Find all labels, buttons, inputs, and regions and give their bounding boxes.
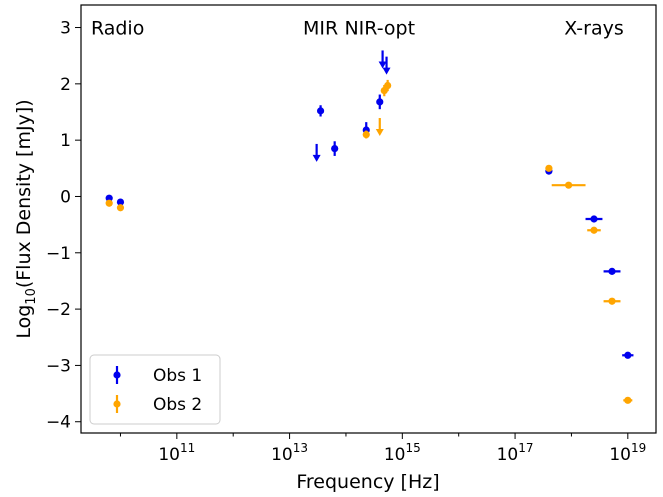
upper-limit-arrow (375, 118, 384, 137)
data-point (380, 84, 388, 97)
plot-marks (105, 50, 634, 404)
y-tick-label: 2 (60, 75, 71, 95)
region-annotations: Radio MIR NIR-opt X-rays (91, 18, 624, 40)
data-point (384, 79, 392, 92)
x-tick-label: 1017 (497, 441, 534, 465)
point-marker (376, 98, 384, 106)
point-marker (590, 226, 598, 234)
point-marker (545, 164, 553, 172)
point-marker (116, 198, 125, 206)
data-point (545, 164, 553, 172)
region-label: X-rays (564, 18, 624, 40)
point-marker (608, 297, 616, 305)
x-tick-label-exponent: 15 (406, 441, 421, 455)
data-point (623, 396, 633, 404)
point-marker (331, 145, 339, 153)
y-axis-label-sub: 10 (24, 288, 39, 305)
y-tick-label: 1 (60, 131, 71, 151)
point-marker (316, 107, 325, 115)
x-tick-label-exponent: 17 (518, 441, 533, 455)
data-point (603, 267, 621, 275)
x-axis-ticks: 1011 1013 1015 1017 1019 (119, 433, 646, 465)
upper-limit-arrow (378, 50, 387, 69)
data-point (622, 351, 634, 359)
y-axis-ticks: 3 2 1 0 −1 −2 −3 −4 (46, 19, 81, 433)
x-tick-label: 1015 (384, 441, 421, 465)
x-tick-label: 1019 (609, 441, 646, 465)
region-label: Radio (91, 18, 144, 40)
upper-limit-arrow (382, 56, 391, 75)
y-axis-label: Log10(Flux Density [mJy]) (13, 99, 39, 338)
legend-box (89, 354, 221, 425)
y-tick-label: −3 (46, 356, 71, 376)
upper-limit-head (382, 67, 391, 75)
x-tick-label-base: 10 (497, 445, 519, 465)
point-marker (624, 351, 632, 359)
data-point (362, 130, 370, 139)
point-marker (380, 87, 388, 95)
data-point (587, 226, 601, 234)
point-marker (590, 215, 598, 223)
point-marker (105, 199, 113, 207)
x-tick-label-exponent: 19 (631, 441, 646, 455)
y-tick-label: −2 (46, 300, 71, 320)
x-tick-label-exponent: 11 (180, 441, 195, 455)
x-tick-label-base: 10 (609, 445, 631, 465)
legend-entries: Obs 1 Obs 2 (113, 366, 202, 415)
data-point (376, 94, 384, 110)
legend: Obs 1 Obs 2 (89, 354, 221, 425)
series-2 (105, 79, 633, 404)
x-tick-label: 1011 (158, 441, 195, 465)
plot-frame (80, 4, 657, 434)
y-axis-label-log: Log (13, 305, 35, 339)
upper-limit-arrow (312, 143, 321, 162)
data-point (116, 198, 125, 206)
x-tick-label-base: 10 (271, 445, 293, 465)
legend-entry: Obs 1 (113, 366, 202, 386)
legend-label: Obs 2 (153, 395, 202, 415)
upper-limit-head (378, 61, 387, 69)
region-label: NIR-opt (344, 18, 415, 40)
point-marker (608, 267, 616, 275)
legend-entry: Obs 2 (113, 395, 202, 415)
data-point (585, 215, 603, 223)
x-tick-label-base: 10 (158, 445, 180, 465)
data-point (603, 297, 621, 305)
series-1 (105, 50, 634, 359)
data-point (105, 199, 113, 207)
point-marker (624, 396, 632, 404)
data-point (316, 105, 325, 117)
y-tick-label: −4 (46, 413, 71, 433)
data-point (551, 181, 586, 189)
y-axis-label-rest: (Flux Density [mJy]) (13, 99, 35, 288)
point-marker (105, 194, 113, 202)
legend-marker (113, 371, 121, 379)
data-point (116, 204, 125, 212)
region-label: MIR (303, 18, 338, 40)
x-tick-label: 1013 (271, 441, 308, 465)
x-tick-label-exponent: 13 (293, 441, 308, 455)
x-tick-label-base: 10 (384, 445, 406, 465)
y-tick-label: 3 (60, 19, 71, 39)
upper-limit-head (375, 129, 384, 137)
data-point (331, 141, 339, 156)
point-marker (565, 181, 573, 189)
point-marker (116, 204, 125, 212)
y-tick-label: −1 (46, 244, 71, 264)
x-axis-label: Frequency [Hz] (296, 471, 439, 493)
point-marker (362, 130, 370, 139)
legend-marker (113, 400, 121, 408)
point-marker (384, 81, 392, 90)
legend-label: Obs 1 (153, 366, 202, 386)
y-tick-label: 0 (60, 187, 71, 207)
upper-limit-head (312, 154, 321, 162)
